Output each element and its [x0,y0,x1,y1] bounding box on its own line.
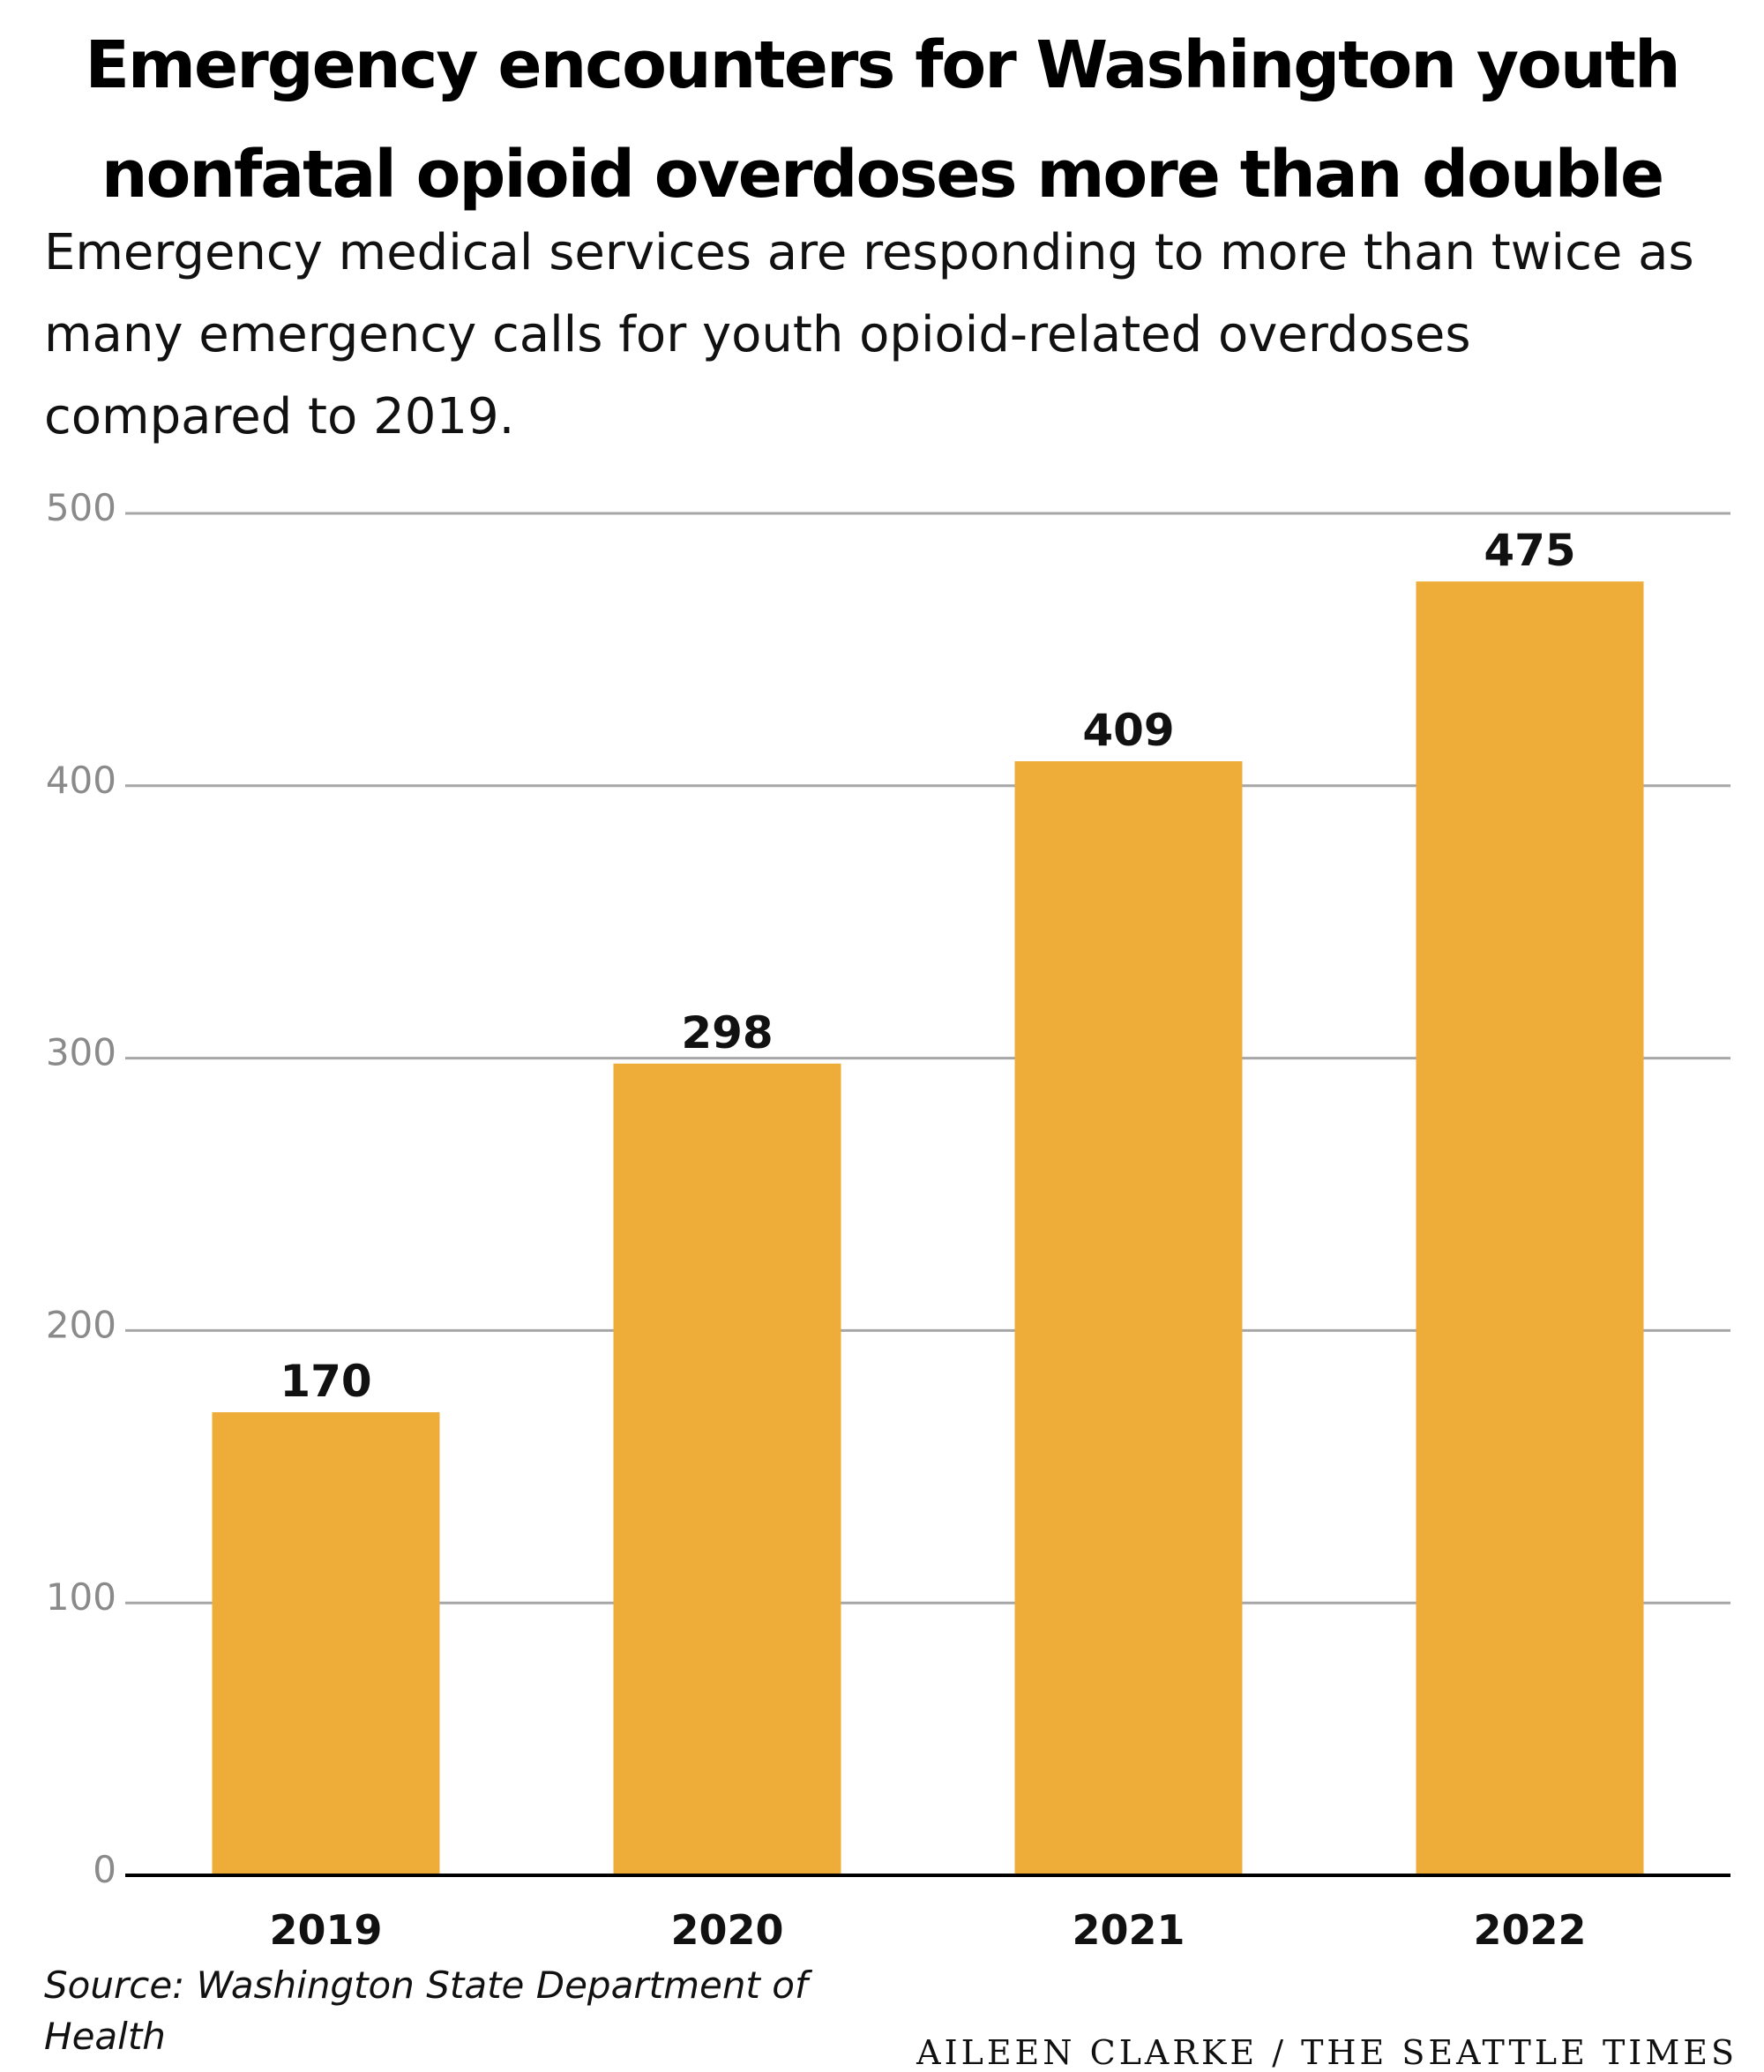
bars [212,581,1644,1876]
chart-subtitle: Emergency medical services are respondin… [44,224,1694,445]
bar-value-label: 170 [280,1356,371,1407]
bar-value-label: 298 [681,1007,773,1058]
y-tick-label: 0 [93,1848,116,1891]
y-tick-label: 500 [46,486,116,529]
bar-value-label: 409 [1082,705,1174,756]
y-tick-label: 400 [46,759,116,802]
bar-value-label: 475 [1484,525,1575,576]
y-tick-label: 100 [46,1575,116,1619]
labels: 0 100 200 300 400 500 170 2019 298 2020 409 2021 475… [46,486,1730,1954]
x-tick-label: 2021 [1072,1906,1185,1954]
source-note: Source: Washington State Department of H… [44,1964,808,2058]
bar-2021 [1014,761,1243,1875]
y-tick-label: 300 [46,1031,116,1074]
x-tick-label: 2020 [670,1906,783,1954]
byline-credit: AILEEN CLARKE / THE SEATTLE TIMES [916,2033,1738,2072]
bar-2020 [613,1063,841,1875]
y-tick-label: 200 [46,1303,116,1346]
x-tick-label: 2022 [1473,1906,1586,1954]
x-tick-label: 2019 [269,1906,382,1954]
bar-chart: 0 100 200 300 400 500 170 2019 298 2020 409 2021 475… [46,486,1730,1954]
bar-2022 [1416,581,1644,1876]
chart-title: Emergency encounters for Washington yout… [85,27,1680,213]
bar-2019 [212,1412,440,1875]
